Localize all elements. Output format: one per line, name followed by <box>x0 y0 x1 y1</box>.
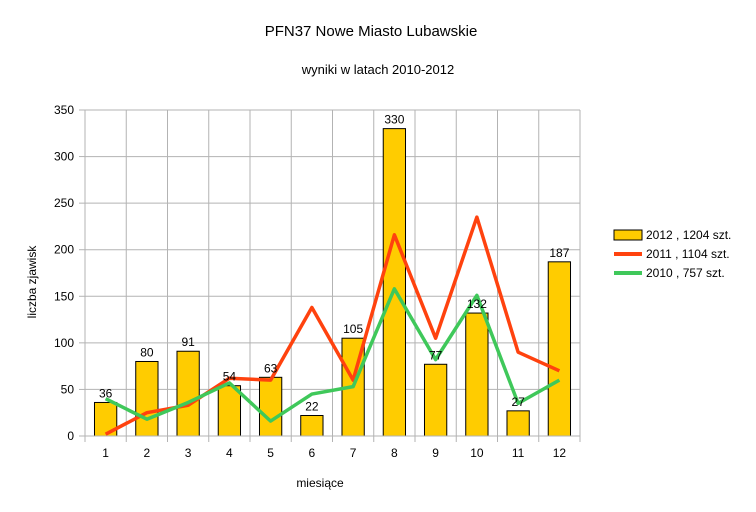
y-tick-label: 50 <box>61 382 75 396</box>
bar-5 <box>258 376 283 437</box>
x-tick-label: 10 <box>470 446 484 460</box>
x-axis-label: miesiące <box>296 476 344 490</box>
chart-subtitle: wyniki w latach 2010-2012 <box>301 62 454 77</box>
legend-label: 2010 , 757 szt. <box>646 266 725 280</box>
y-tick-label: 100 <box>54 336 74 350</box>
data-label: 54 <box>223 370 237 384</box>
data-label: 91 <box>181 335 195 349</box>
x-tick-label: 1 <box>102 446 109 460</box>
data-label: 330 <box>384 113 404 127</box>
line-series-2 <box>104 287 561 423</box>
bar-3 <box>176 350 200 437</box>
x-tick-label: 6 <box>309 446 316 460</box>
y-tick-label: 150 <box>54 289 74 303</box>
bar-4 <box>217 385 242 437</box>
legend-label: 2012 , 1204 szt. <box>646 228 731 242</box>
legend-swatch-bar <box>613 229 643 241</box>
x-tick-label: 11 <box>512 446 525 460</box>
bar-9 <box>423 363 448 437</box>
chart-title: PFN37 Nowe Miasto Lubawskie <box>265 23 478 40</box>
data-label: 36 <box>99 386 113 400</box>
y-tick-label: 350 <box>54 103 74 117</box>
legend-label: 2011 , 1104 szt. <box>646 247 730 261</box>
bar-2 <box>135 360 159 437</box>
x-tick-label: 4 <box>226 446 233 460</box>
y-tick-label: 300 <box>54 150 74 164</box>
grid <box>84 109 581 437</box>
x-tick-label: 7 <box>350 446 357 460</box>
data-labels: 36 80 91 54 63 22 105 330 77 132 27 187 <box>99 113 570 414</box>
x-tick-label: 5 <box>267 446 274 460</box>
x-tick-label: 12 <box>553 446 567 460</box>
y-tick-label: 0 <box>67 429 74 443</box>
data-label: 80 <box>140 345 154 359</box>
data-label: 77 <box>429 348 443 362</box>
y-axis-label: liczba zjawisk <box>25 245 39 319</box>
legend: 2012 , 1204 szt. 2011 , 1104 szt. 2010 , 7… <box>613 228 731 280</box>
bar-10 <box>465 312 489 437</box>
y-tick-label: 200 <box>54 243 74 257</box>
bar-6 <box>300 415 324 437</box>
data-label: 22 <box>305 400 319 414</box>
y-tick-label: 250 <box>54 196 74 210</box>
data-label: 27 <box>511 395 525 409</box>
bar-11 <box>506 410 530 437</box>
x-tick-label: 2 <box>144 446 151 460</box>
x-tick-label: 3 <box>185 446 192 460</box>
data-label: 63 <box>264 361 278 375</box>
bar-series-2012 <box>93 128 572 437</box>
data-label: 187 <box>549 246 569 260</box>
x-tick-label: 8 <box>391 446 398 460</box>
line-series <box>104 215 561 436</box>
data-label: 105 <box>343 322 363 336</box>
bar-8 <box>382 128 407 437</box>
data-label: 132 <box>467 297 487 311</box>
x-tick-label: 9 <box>432 446 439 460</box>
bar-12 <box>547 261 572 437</box>
